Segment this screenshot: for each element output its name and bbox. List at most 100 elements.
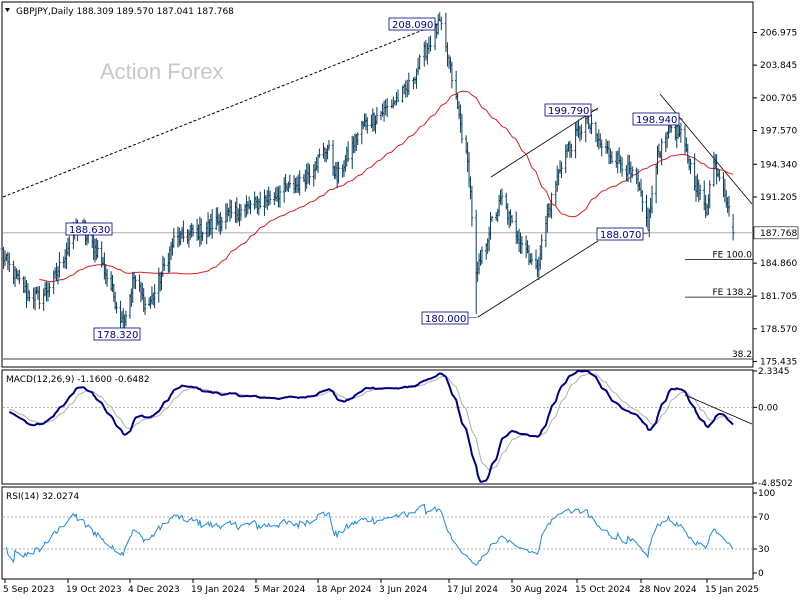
- macd-trendline: [684, 394, 753, 425]
- price-bar: [346, 141, 350, 162]
- price-tick-label: 206.975: [760, 28, 797, 38]
- price-header: GBPJPY,Daily 188.309 189.570 187.041 187…: [16, 7, 234, 17]
- price-bar: [356, 132, 359, 145]
- key-point-label: 208.090: [388, 17, 438, 31]
- macd-axis: 2.3345 0.00 -4.8502: [3, 367, 793, 489]
- price-bar: [96, 239, 99, 259]
- time-tick-label: 15 Oct 2024: [575, 585, 631, 595]
- price-bar: [718, 169, 721, 182]
- fib-level: 38.2: [3, 350, 753, 360]
- price-bar: [278, 185, 282, 208]
- price-bar: [105, 269, 109, 287]
- price-bar: [318, 148, 321, 158]
- svg-text:38.2: 38.2: [732, 350, 752, 360]
- price-bar: [500, 188, 504, 206]
- price-tick-label: 178.570: [760, 325, 797, 335]
- rsi-tick-label: 0: [758, 569, 764, 579]
- price-axis: 206.975 203.845 200.705 197.570 194.340 191.2…: [753, 28, 799, 367]
- key-point-label: 199.790: [544, 103, 598, 117]
- price-panel: GBPJPY,Daily 188.309 189.570 187.041 187…: [0, 1, 799, 368]
- macd-lines: [8, 370, 753, 483]
- price-bar: [570, 143, 573, 158]
- price-bar: [631, 166, 634, 179]
- svg-text:188.070: 188.070: [600, 230, 641, 241]
- macd-tick-label: -4.8502: [758, 479, 793, 489]
- trendline-channel-lower: [477, 240, 599, 318]
- price-bar: [249, 200, 252, 215]
- price-bar: [182, 220, 185, 243]
- trendline-channel-upper: [490, 107, 599, 178]
- macd-panel: MACD(12,26,9) -1.1600 -0.6482 2.3345 0.00…: [1, 367, 793, 489]
- time-axis: 5 Sep 2023 19 Oct 2023 4 Dec 2023 19 Jan 20…: [3, 579, 759, 595]
- svg-text:208.090: 208.090: [392, 20, 433, 31]
- price-bar: [201, 231, 204, 241]
- price-bar: [288, 174, 292, 189]
- time-tick-label: 3 Jun 2024: [379, 585, 428, 595]
- current-price-box: [753, 226, 799, 240]
- price-bar: [689, 158, 692, 175]
- price-bar: [259, 191, 262, 209]
- svg-text:188.630: 188.630: [69, 225, 110, 236]
- price-bar: [520, 236, 524, 255]
- price-bar: [450, 61, 454, 89]
- trendlines: [2, 23, 753, 318]
- price-bar: [220, 216, 223, 232]
- price-bar: [115, 301, 118, 314]
- price-bar: [670, 124, 673, 133]
- price-bar: [510, 215, 514, 224]
- price-tick-label: 200.705: [760, 94, 797, 104]
- time-tick-label: 19 Jan 2024: [191, 585, 245, 595]
- time-tick-label: 19 Oct 2023: [66, 585, 122, 595]
- price-bar: [172, 227, 176, 248]
- rsi-title: RSI(14) 32.0274: [6, 492, 79, 502]
- time-tick-label: 5 Mar 2024: [254, 585, 306, 595]
- time-tick-label: 18 Apr 2024: [316, 585, 372, 595]
- price-bar: [68, 236, 71, 257]
- svg-text:180.000: 180.000: [425, 314, 466, 325]
- panel-dropdown-icon[interactable]: [5, 8, 10, 12]
- key-point-labels: 188.630 178.320 208.090 180.000 199.790 188.0…: [65, 17, 683, 341]
- moving-average: [39, 90, 734, 283]
- key-point-label: 180.000: [421, 311, 479, 325]
- price-bar: [385, 97, 389, 118]
- price-bar: [600, 139, 603, 157]
- price-bar: [679, 122, 683, 143]
- price-bar: [163, 257, 166, 271]
- time-tick-label: 28 Nov 2024: [639, 585, 697, 595]
- price-tick-label: 181.705: [760, 292, 797, 302]
- fibonacci-levels: FE 100.0 FE 138.2 38.2: [3, 251, 753, 360]
- price-tick-label: 203.845: [760, 61, 797, 71]
- time-tick-label: 5 Sep 2023: [3, 585, 54, 595]
- price-bar: [153, 284, 156, 309]
- macd-line: [8, 370, 734, 483]
- price-bar: [480, 246, 484, 265]
- svg-text:FE 138.2: FE 138.2: [713, 288, 753, 298]
- price-bar: [134, 275, 137, 290]
- price-bar: [490, 215, 494, 222]
- price-bar: [230, 200, 233, 219]
- price-tick-label: 184.860: [760, 259, 797, 269]
- macd-tick-label: 0.00: [758, 403, 778, 413]
- fib-level: FE 138.2: [685, 288, 753, 298]
- price-bar: [38, 285, 41, 310]
- rsi-tick-label: 30: [758, 545, 770, 555]
- macd-signal-line: [9, 372, 734, 471]
- macd-title: MACD(12,26,9) -1.1600 -0.6482: [6, 375, 150, 385]
- price-bar: [124, 310, 128, 327]
- price-bar: [418, 54, 421, 70]
- price-bar: [429, 35, 432, 52]
- price-bar: [327, 139, 331, 151]
- fib-level: FE 100.0: [685, 251, 753, 261]
- macd-tick-label: 2.3345: [758, 367, 790, 377]
- rsi-line: [5, 503, 734, 566]
- key-point-label: 198.940: [632, 112, 683, 126]
- price-bar: [530, 252, 533, 265]
- current-price-label: 187.768: [760, 229, 797, 239]
- price-tick-label: 191.205: [760, 193, 797, 203]
- time-tick-label: 4 Dec 2023: [128, 585, 180, 595]
- price-bar: [540, 234, 543, 260]
- price-bar: [48, 282, 51, 298]
- price-bar: [366, 117, 369, 134]
- key-point-label: 188.070: [596, 227, 649, 241]
- price-bar: [298, 170, 301, 196]
